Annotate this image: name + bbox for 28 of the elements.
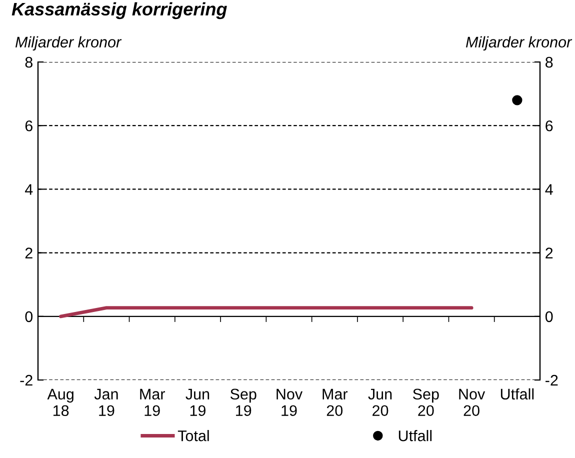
y2-tick-label: 6	[546, 120, 553, 132]
y-tick-label: 4	[24, 184, 33, 195]
x-tick-label: Mar 19	[140, 388, 165, 416]
y2-tick-label: 0	[545, 311, 553, 322]
y2-tick-label: 4	[545, 184, 553, 195]
x-tick-label: Jun 20	[368, 388, 392, 416]
y2-tick-label: 2	[546, 248, 553, 258]
x-tick-label: Jan 19	[94, 388, 118, 416]
y-tick-label: -2	[20, 374, 32, 386]
legend-label: Utfall	[398, 430, 432, 442]
y-axis-title: Miljarder kronor	[15, 36, 122, 51]
y2-tick-label: 8	[546, 56, 553, 68]
chart-title: Kassamässig korrigering	[12, 2, 227, 20]
y-tick-label: 8	[25, 56, 32, 68]
x-tick-label: Nov 19	[276, 388, 303, 416]
y-tick-label: 6	[25, 120, 32, 132]
y-tick-label: 2	[25, 248, 32, 258]
x-tick-label: Sep 20	[413, 388, 439, 416]
x-tick-label: Nov 20	[459, 388, 486, 416]
x-tick-label: Aug 18	[47, 388, 74, 416]
y2-tick-label: -2	[546, 374, 558, 386]
x-tick-label: Mar 20	[322, 388, 348, 416]
legend-label: Total	[178, 430, 209, 442]
x-tick-label: Sep 19	[230, 388, 256, 416]
x-tick-label: Jun 19	[186, 388, 210, 416]
y-tick-label: 0	[25, 311, 33, 322]
x-tick-label: Utfall	[500, 388, 534, 400]
y2-axis-title: Miljarder kronor	[466, 36, 572, 51]
